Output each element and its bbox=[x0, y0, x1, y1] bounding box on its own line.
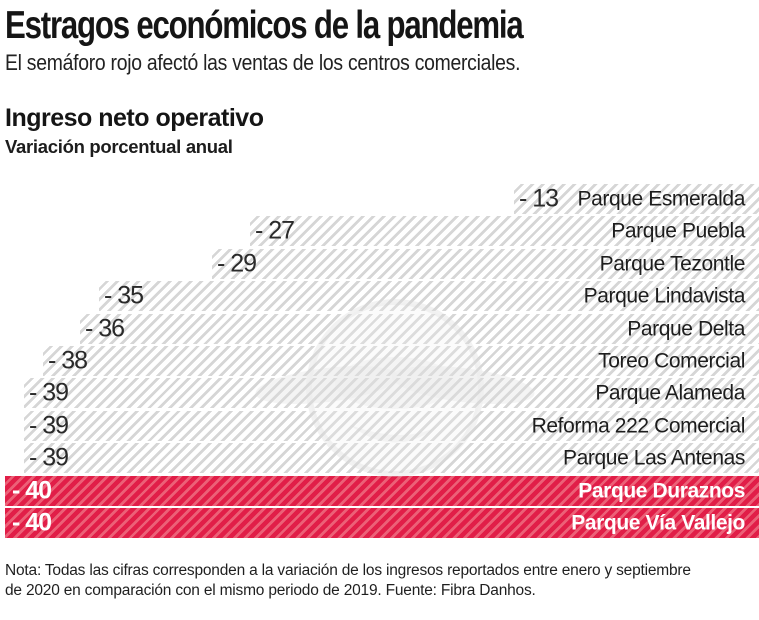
bar-category-label: Parque Tezontle bbox=[599, 252, 746, 276]
bar-category-label: Parque Alameda bbox=[595, 381, 745, 405]
bar-row: - 36 Parque Delta bbox=[0, 313, 759, 344]
footnote-line1: Nota: Todas las cifras corresponden a la… bbox=[5, 562, 691, 579]
bar-category-label: Reforma 222 Comercial bbox=[531, 414, 746, 438]
bar-value-label: - 36 bbox=[85, 314, 125, 343]
bar-row: - 40 Parque Vía Vallejo bbox=[0, 507, 759, 538]
bar-row: - 27 Parque Puebla bbox=[0, 216, 759, 247]
bar-rows: - 13 Parque Esmeralda - 27 Parque Puebla… bbox=[0, 184, 759, 538]
bar-category-label: Toreo Comercial bbox=[598, 349, 745, 373]
footnote: Nota: Todas las cifras corresponden a la… bbox=[5, 561, 750, 602]
bar-value-label: - 40 bbox=[12, 508, 52, 537]
bar-value-label: - 39 bbox=[29, 411, 69, 440]
bar-category-label: Parque Delta bbox=[627, 317, 745, 341]
bar-value-label: - 29 bbox=[217, 249, 257, 278]
bar-row: - 35 Parque Lindavista bbox=[0, 281, 759, 312]
footnote-line2: de 2020 en comparación con el mismo peri… bbox=[5, 582, 536, 600]
page-title: Estragos económicos de la pandemia bbox=[5, 4, 524, 47]
bar-row: - 38 Toreo Comercial bbox=[0, 345, 759, 376]
bar-row: - 40 Parque Duraznos bbox=[0, 475, 759, 506]
bar-category-label: Parque Puebla bbox=[611, 219, 745, 243]
chart-heading: Ingreso neto operativo bbox=[5, 104, 264, 132]
bar-category-label: Parque Esmeralda bbox=[577, 187, 745, 211]
bar: - 35 Parque Lindavista bbox=[99, 281, 759, 312]
bar-value-label: - 27 bbox=[255, 216, 295, 245]
bar: - 39 Parque Las Antenas bbox=[24, 443, 759, 474]
bar-value-label: - 39 bbox=[29, 378, 69, 407]
bar-row: - 29 Parque Tezontle bbox=[0, 248, 759, 279]
bar-value-label: - 40 bbox=[12, 476, 52, 505]
bar-chart: - 13 Parque Esmeralda - 27 Parque Puebla… bbox=[0, 184, 759, 540]
bar-row: - 39 Parque Las Antenas bbox=[0, 443, 759, 474]
bar: - 29 Parque Tezontle bbox=[212, 248, 759, 279]
bar-value-label: - 13 bbox=[519, 184, 559, 213]
bar-value-label: - 38 bbox=[48, 346, 88, 375]
bar-row: - 39 Reforma 222 Comercial bbox=[0, 410, 759, 441]
bar-category-label: Parque Las Antenas bbox=[563, 446, 745, 470]
bar-category-label: Parque Lindavista bbox=[583, 284, 746, 308]
chart-subheading: Variación porcentual anual bbox=[5, 136, 233, 157]
bar: - 38 Toreo Comercial bbox=[43, 345, 759, 376]
bar: - 40 Parque Duraznos bbox=[5, 475, 759, 506]
bar: - 39 Parque Alameda bbox=[24, 378, 759, 409]
bar: - 13 Parque Esmeralda bbox=[514, 184, 759, 214]
bar: - 39 Reforma 222 Comercial bbox=[24, 410, 759, 441]
bar-value-label: - 35 bbox=[104, 281, 144, 310]
bar: - 27 Parque Puebla bbox=[250, 216, 759, 247]
bar-value-label: - 39 bbox=[29, 443, 69, 472]
page-subtitle: El semáforo rojo afectó las ventas de lo… bbox=[5, 50, 521, 75]
bar: - 40 Parque Vía Vallejo bbox=[5, 507, 759, 538]
bar-row: - 39 Parque Alameda bbox=[0, 378, 759, 409]
bar-row: - 13 Parque Esmeralda bbox=[0, 184, 759, 214]
bar: - 36 Parque Delta bbox=[80, 313, 759, 344]
bar-category-label: Parque Duraznos bbox=[578, 479, 745, 503]
bar-category-label: Parque Vía Vallejo bbox=[571, 511, 745, 535]
